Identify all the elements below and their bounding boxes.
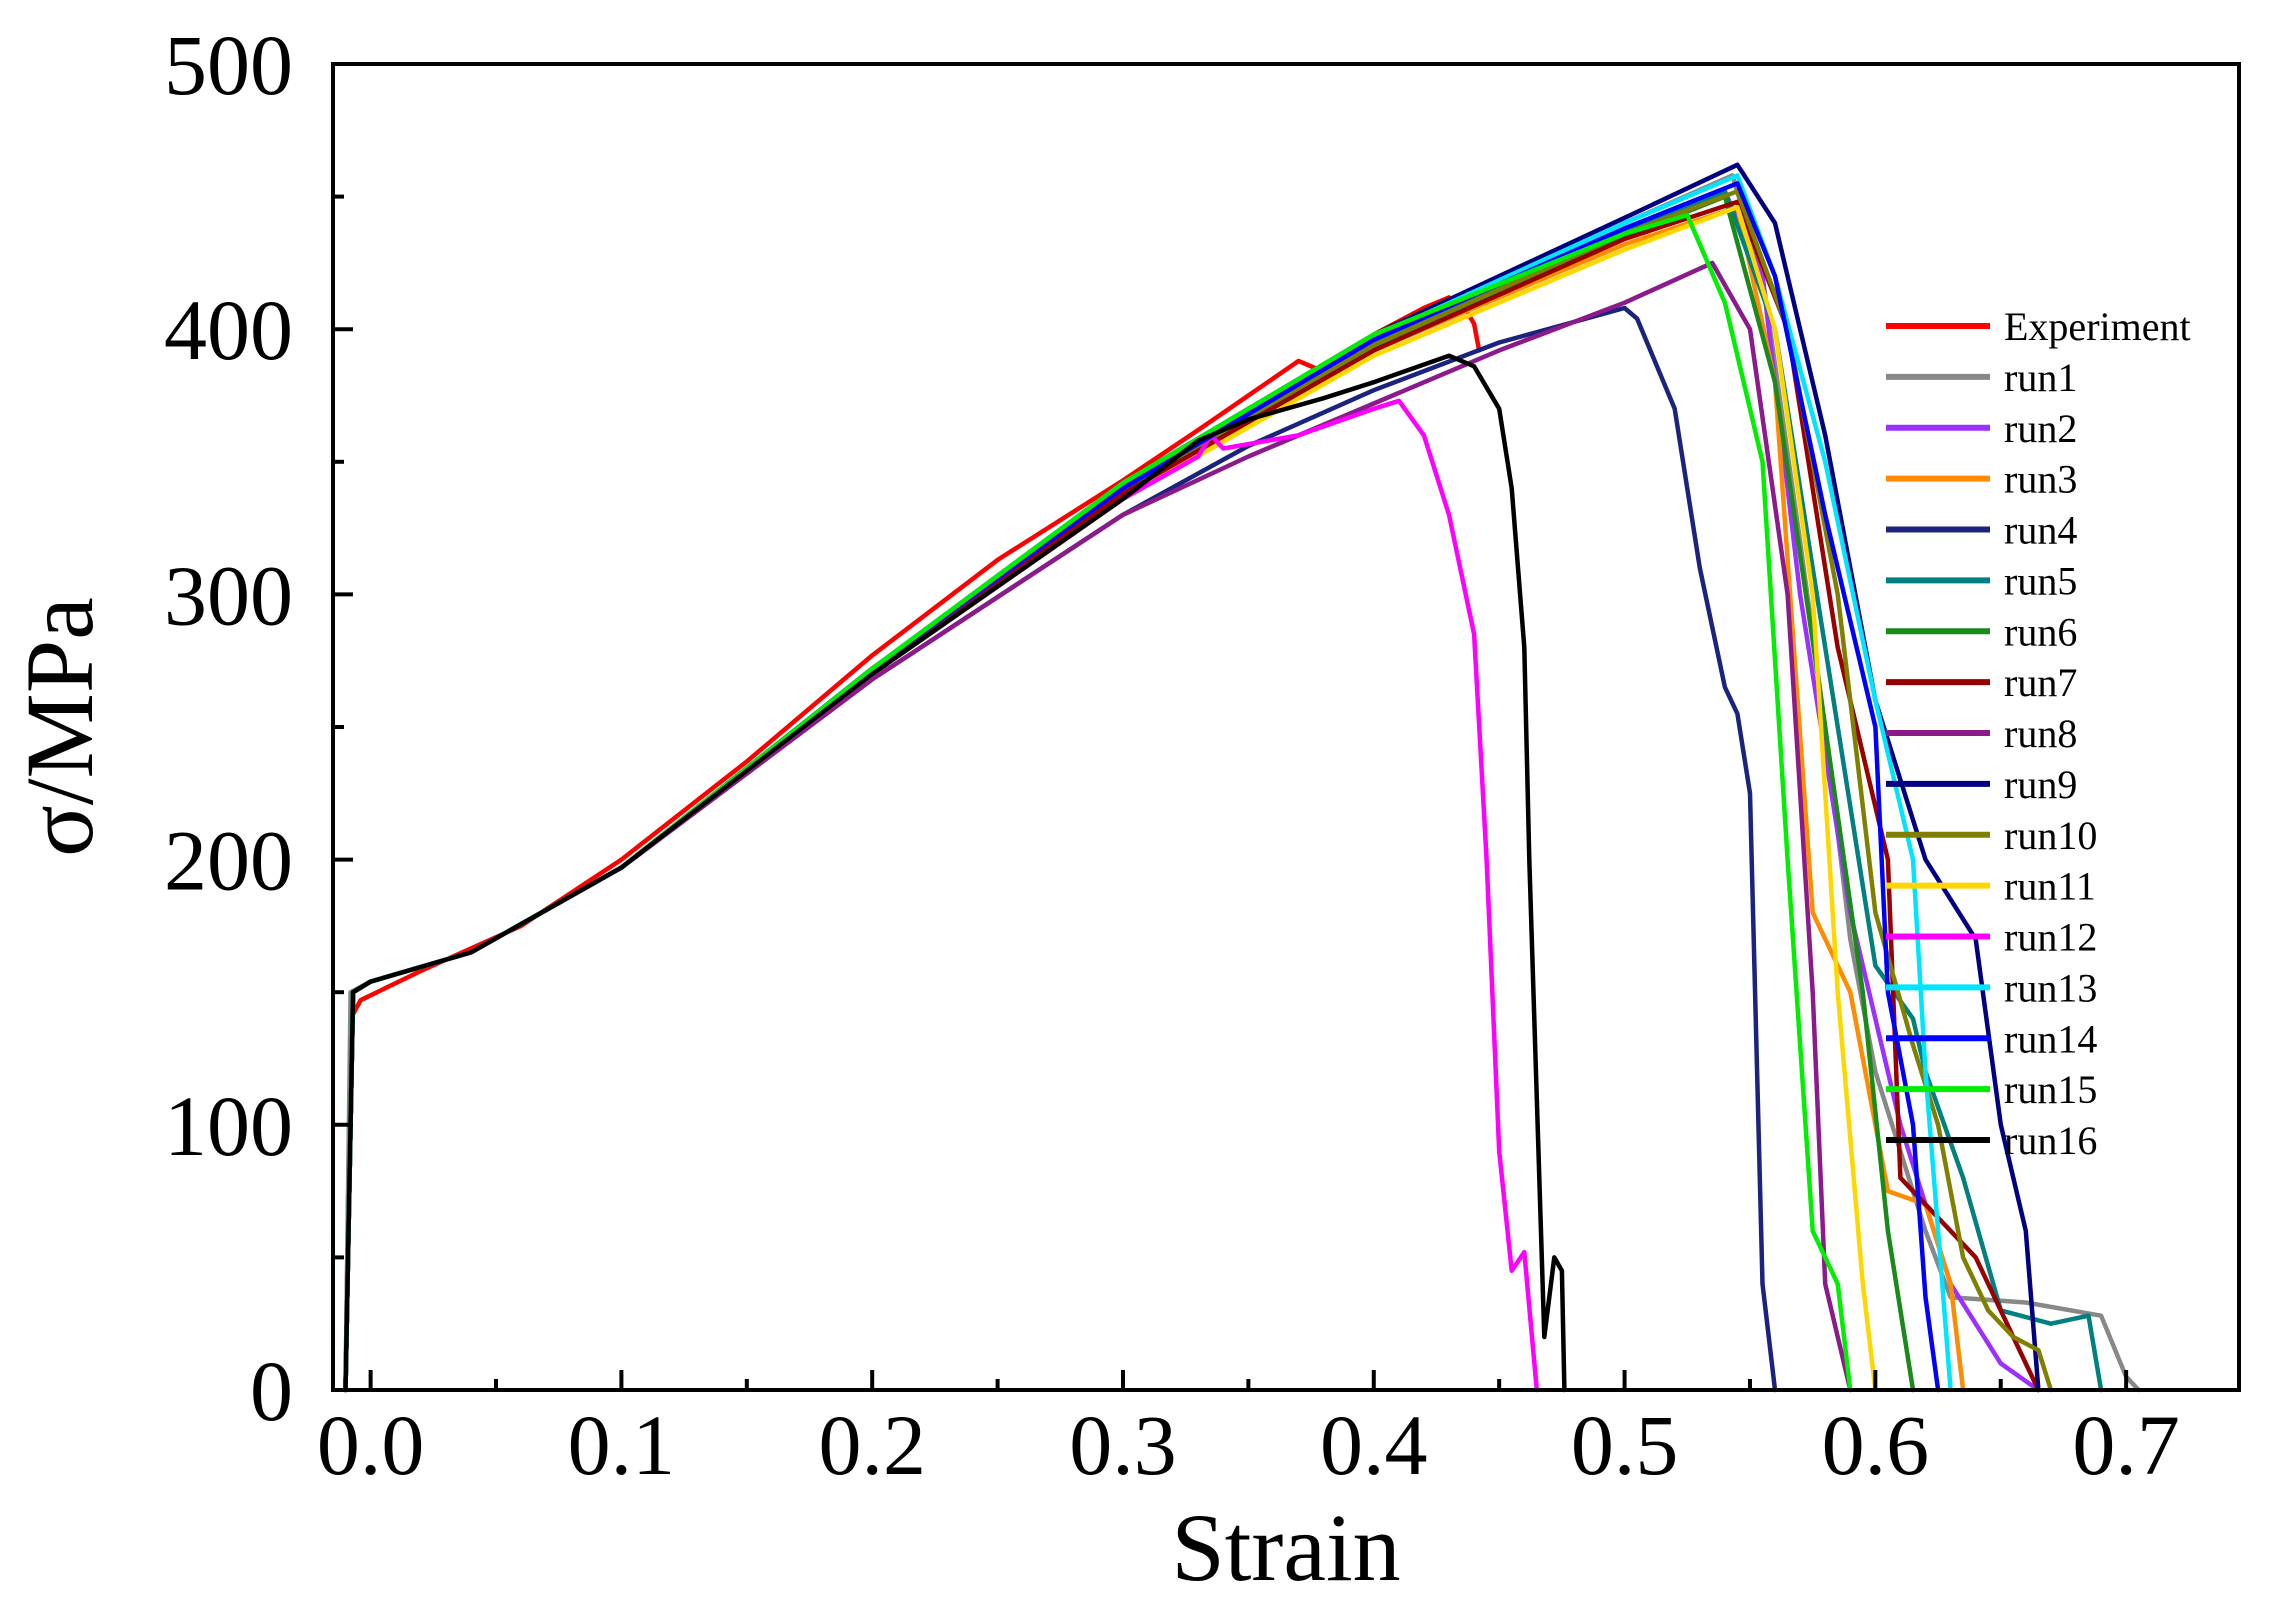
series-line-experiment — [343, 295, 1482, 1393]
legend-item-run10: run10 — [1886, 813, 2097, 858]
legend-item-run2: run2 — [1886, 406, 2077, 451]
legend-item-run8: run8 — [1886, 711, 2077, 756]
legend-item-experiment: Experiment — [1886, 304, 2191, 349]
series-line-run13 — [343, 173, 1953, 1393]
legend-item-run11: run11 — [1886, 864, 2096, 909]
legend-item-run1: run1 — [1886, 355, 2077, 400]
legend-label: run7 — [2004, 660, 2077, 705]
y-tick-label: 0 — [250, 1343, 293, 1439]
legend-item-run13: run13 — [1886, 965, 2097, 1010]
y-tick-label: 200 — [164, 813, 293, 909]
x-tick-label: 0.4 — [1320, 1397, 1428, 1493]
series-line-run6 — [343, 194, 1916, 1393]
y-tick-label: 400 — [164, 282, 293, 378]
legend-label: run15 — [2004, 1067, 2097, 1112]
series-line-run8 — [343, 260, 1853, 1393]
legend-item-run9: run9 — [1886, 762, 2077, 807]
y-tick-label: 500 — [164, 17, 293, 113]
legend-item-run5: run5 — [1886, 558, 2077, 603]
y-tick-label: 300 — [164, 547, 293, 643]
legend-label: run6 — [2004, 609, 2077, 654]
legend-label: run13 — [2004, 965, 2097, 1010]
plot-frame — [331, 62, 2241, 1392]
legend-label: run16 — [2004, 1118, 2097, 1163]
x-tick-label: 0.1 — [568, 1397, 676, 1493]
series-line-run14 — [343, 181, 1941, 1393]
legend-item-run7: run7 — [1886, 660, 2077, 705]
legend-label: run12 — [2004, 915, 2097, 960]
legend-label: run14 — [2004, 1016, 2097, 1061]
legend-label: run9 — [2004, 762, 2077, 807]
legend-label: run8 — [2004, 711, 2077, 756]
legend-item-run6: run6 — [1886, 609, 2077, 654]
legend-label: run11 — [2004, 864, 2096, 909]
x-tick-label: 0.2 — [818, 1397, 926, 1493]
legend-item-run16: run16 — [1886, 1118, 2097, 1163]
series-layer — [343, 162, 2141, 1393]
legend-item-run4: run4 — [1886, 508, 2077, 553]
series-line-run3 — [343, 204, 1966, 1393]
legend-label: Experiment — [2004, 304, 2191, 349]
x-tick-label: 0.0 — [317, 1397, 425, 1493]
legend-label: run1 — [2004, 355, 2077, 400]
x-tick-label: 0.5 — [1571, 1397, 1679, 1493]
series-line-run12 — [343, 398, 1540, 1393]
series-line-run15 — [343, 212, 1853, 1393]
legend: Experiment run1 run2 run3 run4 run5 run6 run7 ru… — [1886, 304, 2191, 1163]
x-tick-label: 0.7 — [2072, 1397, 2180, 1493]
x-tick-label: 0.6 — [1822, 1397, 1930, 1493]
legend-item-run14: run14 — [1886, 1016, 2097, 1061]
legend-item-run15: run15 — [1886, 1067, 2097, 1112]
legend-label: run5 — [2004, 558, 2077, 603]
y-axis-ticks: 0 100 200 300 400 500 — [164, 17, 353, 1439]
x-axis-title: Strain — [1171, 1494, 1400, 1601]
legend-item-run3: run3 — [1886, 457, 2077, 502]
series-line-run5 — [343, 189, 2104, 1393]
series-line-run4 — [343, 305, 1778, 1393]
legend-label: run3 — [2004, 457, 2077, 502]
y-tick-label: 100 — [164, 1078, 293, 1174]
y-axis-title: σ/MPa — [6, 597, 113, 857]
legend-label: run2 — [2004, 406, 2077, 451]
series-line-run11 — [343, 204, 1878, 1393]
legend-item-run12: run12 — [1886, 915, 2097, 960]
x-axis-ticks: 0.0 0.1 0.2 0.3 0.4 0.5 0.6 0.7 — [317, 1370, 2180, 1493]
x-tick-label: 0.3 — [1069, 1397, 1177, 1493]
legend-label: run10 — [2004, 813, 2097, 858]
legend-label: run4 — [2004, 508, 2077, 553]
series-line-run16 — [343, 353, 1567, 1393]
